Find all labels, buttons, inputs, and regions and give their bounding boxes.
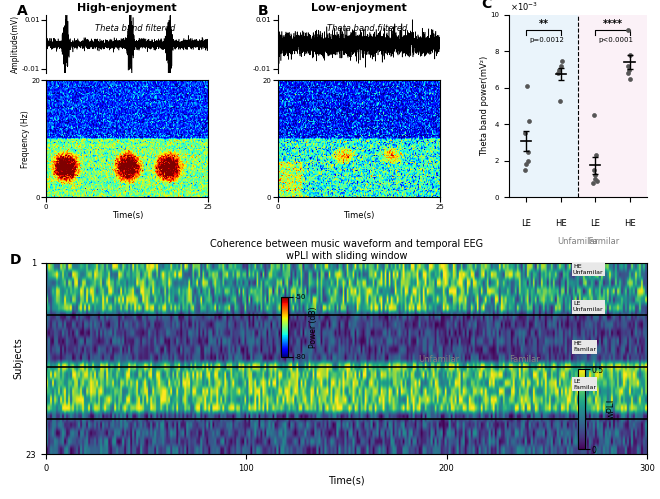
Text: Unfamilar: Unfamilar xyxy=(418,355,459,364)
Text: HE
Familar: HE Familar xyxy=(573,341,596,352)
Text: p<0.0001: p<0.0001 xyxy=(599,37,634,43)
Title: High-enjoyment: High-enjoyment xyxy=(77,3,177,13)
Point xyxy=(623,25,634,33)
X-axis label: Time(s): Time(s) xyxy=(343,211,374,220)
Text: **: ** xyxy=(539,18,548,28)
Text: HE
Unfamilar: HE Unfamilar xyxy=(573,264,603,275)
Text: Unfamilar: Unfamilar xyxy=(557,238,599,247)
Y-axis label: Amplitude(mV): Amplitude(mV) xyxy=(11,15,20,73)
Point xyxy=(557,56,568,64)
Point xyxy=(523,148,533,156)
Point xyxy=(523,157,533,165)
Text: Familar: Familar xyxy=(537,238,620,247)
Y-axis label: Subjects: Subjects xyxy=(13,337,23,379)
Point xyxy=(523,117,534,125)
Text: $\times$10$^{-3}$: $\times$10$^{-3}$ xyxy=(510,0,539,13)
Point xyxy=(519,166,530,174)
Text: LE
Unfamilar: LE Unfamilar xyxy=(573,301,603,312)
Text: D: D xyxy=(10,253,22,267)
Point xyxy=(625,75,636,83)
Point xyxy=(521,82,532,90)
X-axis label: Time(s): Time(s) xyxy=(112,211,143,220)
Y-axis label: Power (dB): Power (dB) xyxy=(309,306,318,348)
Text: Theta band filtered: Theta band filtered xyxy=(95,24,176,33)
Point xyxy=(588,179,599,187)
Point xyxy=(592,177,603,185)
Point xyxy=(556,62,566,70)
Text: ****: **** xyxy=(603,18,622,28)
Point xyxy=(589,166,599,174)
Point xyxy=(553,69,564,77)
Point xyxy=(623,69,634,77)
Text: Familar: Familar xyxy=(510,355,540,364)
Title: Low-enjoyment: Low-enjoyment xyxy=(311,3,407,13)
Y-axis label: wPLI: wPLI xyxy=(607,399,616,419)
Text: A: A xyxy=(17,4,28,18)
Text: B: B xyxy=(258,4,269,18)
Point xyxy=(519,129,530,137)
X-axis label: Time(s): Time(s) xyxy=(328,476,365,486)
Point xyxy=(625,51,636,59)
Text: Theta band filtered: Theta band filtered xyxy=(327,24,407,33)
Point xyxy=(521,161,531,169)
Point xyxy=(623,66,634,74)
Y-axis label: Theta band power(mV²): Theta band power(mV²) xyxy=(480,56,489,156)
Y-axis label: Frequency (Hz): Frequency (Hz) xyxy=(20,110,30,168)
Point xyxy=(589,171,600,179)
Point xyxy=(623,62,634,70)
Bar xyxy=(509,15,578,197)
Title: Coherence between music waveform and temporal EEG
wPLI with sliding window: Coherence between music waveform and tem… xyxy=(210,239,483,260)
Point xyxy=(554,97,565,105)
Bar xyxy=(578,15,647,197)
Point xyxy=(589,175,600,183)
Text: LE
Familar: LE Familar xyxy=(573,379,596,390)
Text: C: C xyxy=(481,0,492,11)
Point xyxy=(554,66,564,74)
Point xyxy=(591,151,601,159)
Point xyxy=(589,111,599,119)
Text: p=0.0012: p=0.0012 xyxy=(530,37,564,43)
